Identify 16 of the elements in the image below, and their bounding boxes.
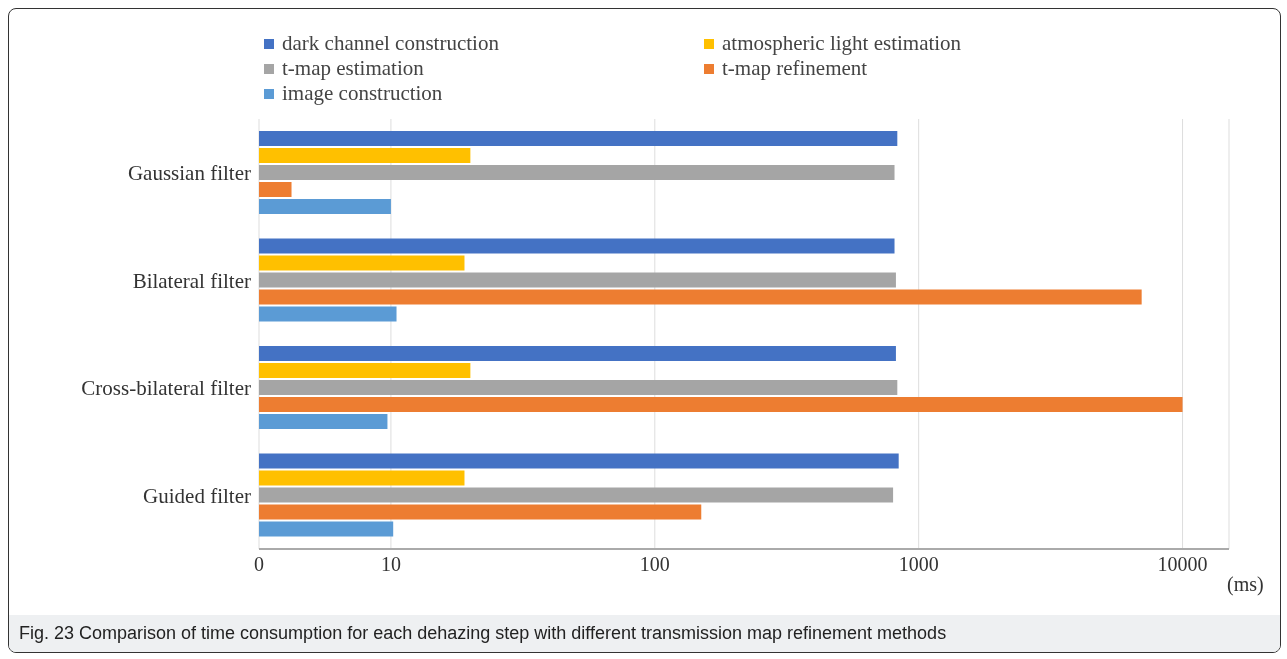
x-tick-label: 10000 [1157,553,1208,576]
y-tick-label: Bilateral filter [132,268,251,293]
caption: Fig. 23 Comparison of time consumption for each dehazing step with different transmission map refinement methods [9,615,1280,652]
y-tick-label: Gaussian filter [127,161,252,186]
legend-label: dark channel construction [282,31,499,56]
x-tick-label: 0 [254,553,264,576]
x-axis-title: (ms) [1227,573,1264,596]
y-tick-label: Cross-bilateral filter [81,376,251,401]
x-tick-label: 100 [639,553,670,576]
x-tick-label: 10 [380,553,401,576]
legend-label: t-map estimation [282,56,424,81]
y-tick-label: Guided filter [143,483,251,508]
legend-label: t-map refinement [722,56,868,81]
legend-label: image construction [282,81,443,106]
x-tick-label: 1000 [898,553,939,576]
legend-label: atmospheric light estimation [722,31,962,56]
